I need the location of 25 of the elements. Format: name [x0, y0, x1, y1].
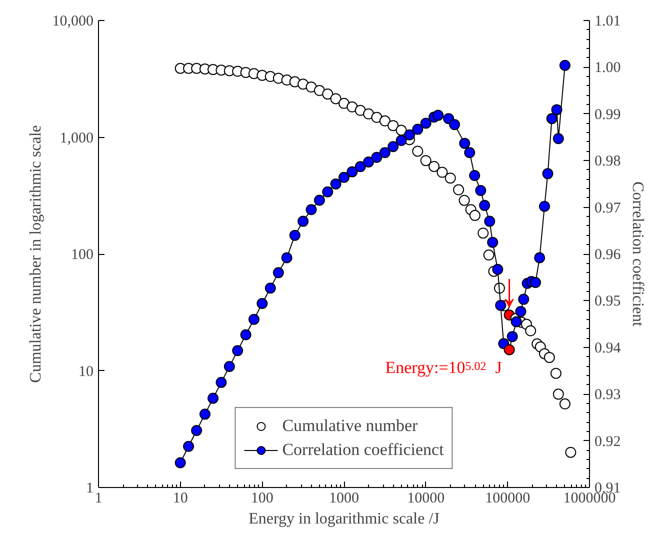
x-tick-label: 100 [250, 490, 274, 506]
x-tick-label: 100000 [485, 490, 530, 506]
x-axis-title: Energy in logarithmic scale /J [248, 510, 440, 528]
legend-label: Cumulative number [282, 416, 418, 436]
y2-tick-label: 0.94 [594, 340, 622, 356]
y2-tick-label: 1.00 [594, 60, 621, 76]
y2-tick-label: 0.98 [594, 154, 621, 170]
y-tick-label: 1,000 [60, 130, 94, 146]
y2-tick-label: 0.97 [594, 200, 622, 216]
x-tick-label: 1000 [329, 490, 359, 506]
y-tick-label: 1 [86, 480, 94, 496]
x-tick-label: 10 [172, 490, 188, 506]
y2-tick-label: 0.99 [594, 106, 621, 123]
y2-tick-label: 1.01 [594, 14, 621, 30]
y2-tick-label: 0.95 [594, 294, 621, 310]
x-tick-label: 10000 [407, 490, 445, 506]
y2-tick-label: 0.93 [594, 387, 621, 404]
legend-label: Correlation coefficienct [282, 440, 444, 460]
y-tick-label: 10,000 [52, 14, 94, 30]
y2-axis-title: Correlation coefficient [628, 182, 646, 328]
y2-tick-label: 0.96 [594, 247, 622, 263]
y-tick-label: 10 [78, 364, 94, 380]
y-axis-title: Cumulative number in logarithmic scale [27, 125, 44, 383]
y2-tick-label: 0.92 [594, 434, 621, 450]
y-tick-label: 100 [71, 247, 94, 263]
